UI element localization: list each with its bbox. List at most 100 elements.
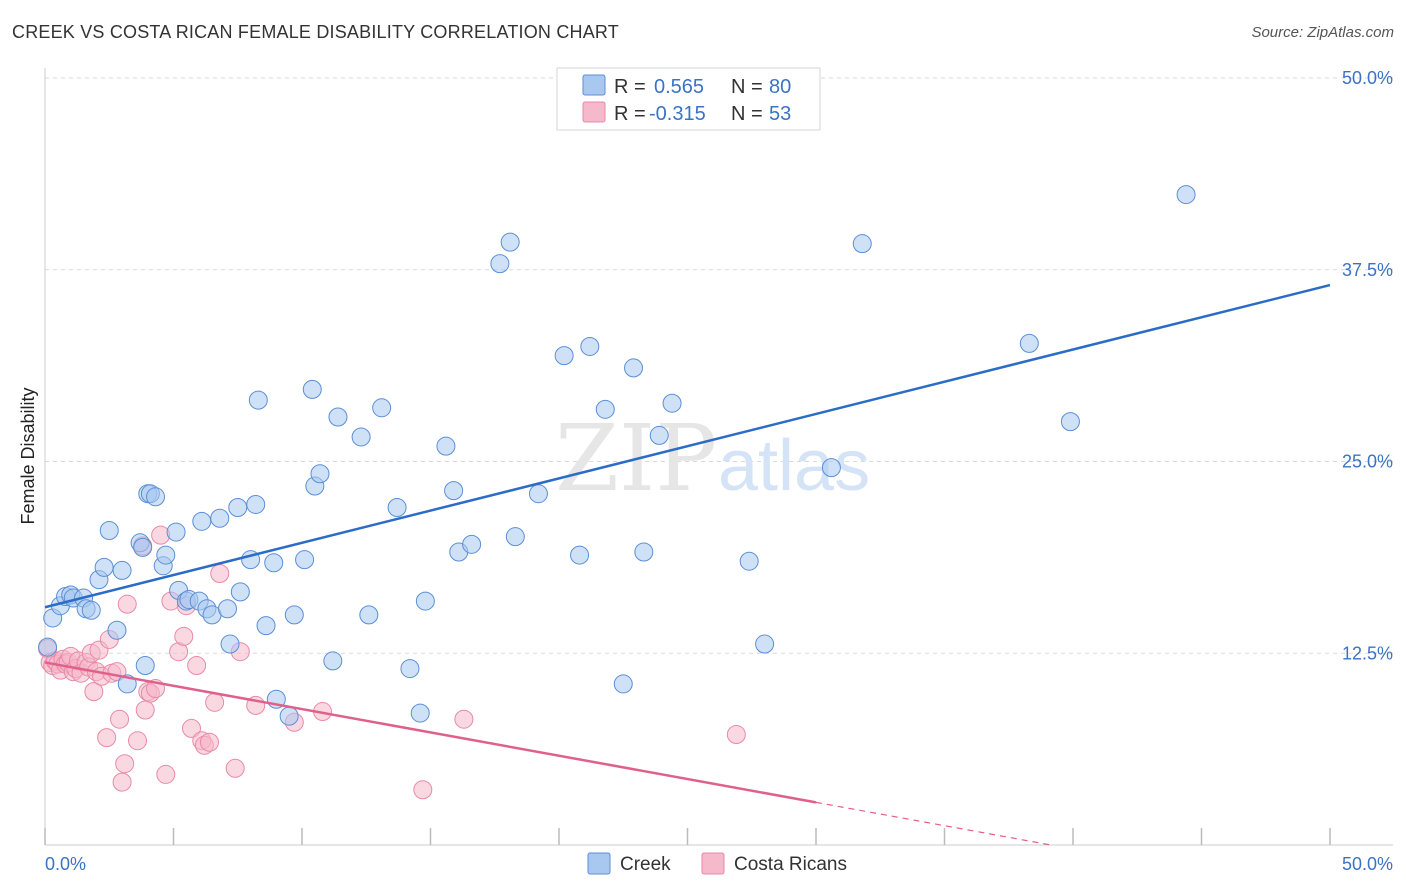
costa-ricans-point-21 — [97, 728, 117, 748]
creek-point-13 — [112, 560, 132, 580]
creek-point-77 — [852, 234, 872, 254]
y-tick-labels: 12.5% 25.0% 37.5% 50.0% — [1342, 68, 1393, 663]
creek-point-31 — [210, 508, 230, 528]
costa-ricans-trendline-extension — [815, 801, 1052, 846]
creek-point-71 — [634, 542, 654, 562]
creek-point-48 — [323, 651, 343, 671]
creek-point-0 — [38, 637, 58, 657]
costa-ricans-point-55 — [726, 725, 746, 745]
creek-point-60 — [462, 534, 482, 554]
creek-point-63 — [505, 527, 525, 547]
legend-box: R = 0.565 N = 80 R = -0.315 N = 53 — [556, 67, 821, 131]
costa-ricans-point-17 — [84, 682, 104, 702]
creek-point-50 — [351, 427, 371, 447]
costa-ricans-point-48 — [225, 758, 245, 778]
costa-ricans-point-36 — [156, 764, 176, 784]
costa-ricans-point-27 — [115, 754, 135, 774]
legend-r-value-costa: -0.315 — [649, 103, 706, 125]
creek-point-58 — [444, 481, 464, 501]
costa-ricans-point-42 — [187, 656, 207, 676]
costa-ricans-point-54 — [454, 709, 474, 729]
creek-point-61 — [490, 254, 510, 274]
costa-ricans-point-53 — [413, 780, 433, 800]
creek-point-34 — [228, 498, 248, 518]
costa-ricans-point-35 — [151, 525, 171, 545]
creek-point-56 — [415, 591, 435, 611]
bottom-legend: Creek Costa Ricans — [587, 852, 847, 875]
creek-point-39 — [256, 616, 276, 636]
legend-r-label-costa: R = — [614, 103, 646, 125]
creek-point-42 — [279, 706, 299, 726]
creek-point-52 — [372, 398, 392, 418]
costa-ricans-point-46 — [205, 692, 225, 712]
costa-ricans-trendline — [44, 661, 817, 804]
legend-swatch-creek — [582, 74, 606, 96]
creek-point-37 — [246, 494, 266, 514]
creek-point-8 — [81, 600, 101, 620]
costa-ricans-point-39 — [174, 626, 194, 646]
creek-point-49 — [328, 407, 348, 427]
creek-point-38 — [248, 390, 268, 410]
creek-point-51 — [359, 605, 379, 625]
creek-point-45 — [302, 379, 322, 399]
y-tick-label-2: 37.5% — [1342, 260, 1393, 280]
bottom-legend-label-costa: Costa Ricans — [734, 854, 847, 875]
creek-point-44 — [295, 550, 315, 570]
creek-point-76 — [821, 458, 841, 478]
creek-point-64 — [528, 484, 548, 504]
legend-n-label-creek: N = — [731, 76, 763, 98]
creek-point-54 — [400, 659, 420, 679]
creek-point-33 — [220, 634, 240, 654]
creek-point-11 — [99, 521, 119, 541]
creek-point-23 — [166, 522, 186, 542]
legend-n-value-costa: 53 — [769, 103, 791, 125]
creek-point-55 — [410, 703, 430, 723]
legend-r-label-creek: R = — [614, 76, 646, 98]
legend-n-label-costa: N = — [731, 103, 763, 125]
creek-point-72 — [649, 425, 669, 445]
creek-point-43 — [284, 605, 304, 625]
bottom-legend-label-creek: Creek — [620, 854, 671, 875]
gridlines — [45, 77, 1393, 654]
creek-point-32 — [217, 599, 237, 619]
creek-points — [38, 185, 1196, 726]
y-axis-title: Female Disability — [18, 387, 38, 524]
creek-point-68 — [595, 399, 615, 419]
creek-point-73 — [662, 393, 682, 413]
creek-point-40 — [264, 553, 284, 573]
creek-point-35 — [230, 582, 250, 602]
legend-r-value-creek: 0.565 — [654, 76, 704, 98]
axes — [44, 68, 1393, 846]
chart-title: CREEK VS COSTA RICAN FEMALE DISABILITY C… — [12, 22, 619, 42]
creek-point-62 — [500, 232, 520, 252]
costa-ricans-point-41 — [181, 718, 201, 738]
creek-point-70 — [624, 358, 644, 378]
costa-ricans-point-25 — [110, 709, 130, 729]
creek-point-57 — [436, 436, 456, 456]
creek-point-78 — [1019, 333, 1039, 353]
y-tick-label-3: 50.0% — [1342, 68, 1393, 88]
costa-ricans-point-28 — [117, 594, 137, 614]
watermark-atlas: atlas — [718, 426, 870, 506]
watermark: ZIP atlas — [555, 405, 870, 512]
creek-point-47 — [310, 464, 330, 484]
creek-point-53 — [387, 498, 407, 518]
creek-point-67 — [580, 336, 600, 356]
creek-point-80 — [1176, 185, 1196, 205]
costa-ricans-point-29 — [128, 731, 148, 751]
creek-point-10 — [94, 557, 114, 577]
creek-point-17 — [135, 656, 155, 676]
creek-point-75 — [755, 634, 775, 654]
legend-swatch-costa — [582, 101, 606, 123]
creek-point-28 — [192, 511, 212, 531]
bottom-legend-swatch-costa — [701, 852, 725, 875]
creek-point-69 — [613, 674, 633, 694]
y-tick-label-1: 25.0% — [1342, 452, 1393, 472]
legend-n-value-creek: 80 — [769, 76, 791, 98]
creek-point-65 — [554, 346, 574, 366]
creek-trendline — [44, 283, 1331, 609]
creek-point-20 — [146, 487, 166, 507]
costa-ricans-point-31 — [135, 700, 155, 720]
creek-point-22 — [156, 545, 176, 565]
